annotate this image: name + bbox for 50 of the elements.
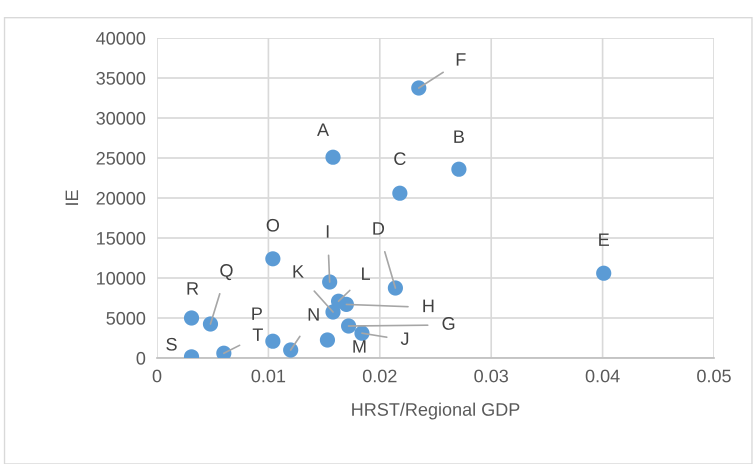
point	[265, 334, 280, 349]
point	[283, 342, 298, 358]
annotation: M	[353, 340, 366, 353]
y-tick-label: 20000	[96, 192, 146, 205]
annotation: K	[293, 265, 304, 278]
y-tick-label: 5000	[106, 312, 146, 325]
annotation: T	[252, 328, 263, 341]
x-tick-label: 0.02	[362, 370, 396, 382]
point	[596, 266, 612, 281]
point	[451, 162, 466, 177]
point	[388, 280, 404, 296]
y-tick-label: 0	[136, 352, 146, 365]
annotation: S	[166, 338, 177, 351]
annotation: Q	[220, 264, 233, 280]
x-tick-label: 0.04	[586, 370, 620, 382]
x-tick-label: 0.03	[474, 370, 508, 382]
point	[392, 186, 408, 201]
annotation: B	[454, 130, 464, 143]
annotation: A	[317, 123, 329, 136]
point	[330, 294, 346, 309]
y-tick-label: 30000	[96, 112, 146, 125]
y-tick-label: 15000	[97, 232, 146, 245]
x-axis-title: HRST/Regional GDP	[352, 402, 520, 420]
annotation: P	[252, 307, 262, 320]
x-tick-label: 0.05	[697, 370, 731, 382]
annotation: O	[266, 218, 280, 232]
annotation: H	[423, 300, 434, 312]
annotation: J	[400, 332, 408, 346]
annotation: N	[308, 308, 319, 321]
annotation: F	[456, 53, 466, 66]
annotation: R	[187, 282, 198, 295]
y-tick-label: 25000	[96, 152, 146, 165]
x-tick-label: 0.01	[252, 370, 286, 382]
point	[320, 332, 336, 348]
y-tick-label: 10000	[97, 272, 146, 285]
y-axis-title: IE	[66, 190, 78, 205]
y-tick-label: 35000	[96, 72, 146, 85]
y-tick-label: 40000	[96, 32, 146, 45]
annotation: D	[373, 222, 384, 235]
point	[325, 150, 341, 165]
annotation: G	[442, 317, 454, 330]
annotation: C	[394, 152, 406, 166]
annotation: E	[599, 233, 609, 246]
point	[184, 310, 200, 326]
annotation: L	[362, 267, 370, 280]
x-tick-label: 0	[152, 370, 162, 382]
point	[411, 80, 426, 96]
point	[265, 251, 280, 266]
annotation: I	[326, 225, 329, 238]
point	[202, 316, 218, 332]
